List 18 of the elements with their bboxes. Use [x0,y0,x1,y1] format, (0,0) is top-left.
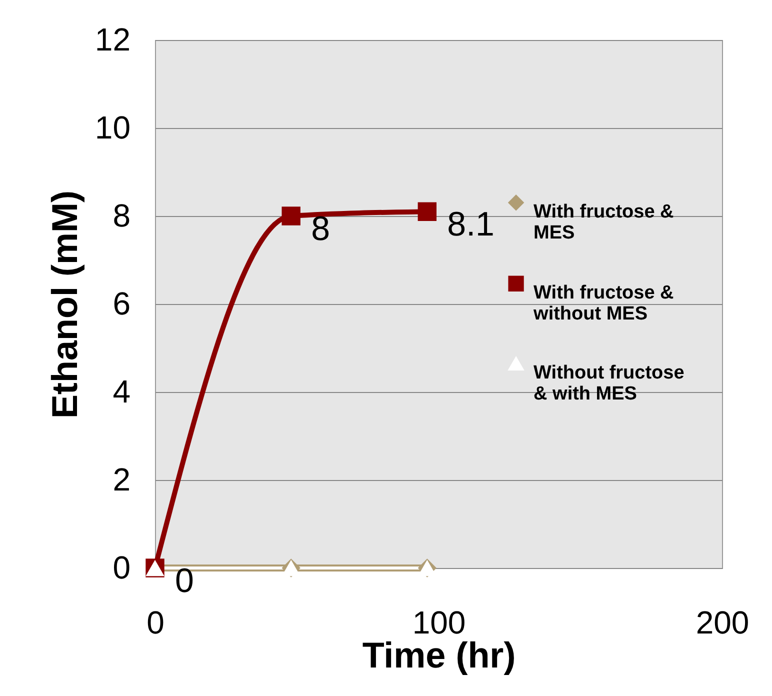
y-tick-label: 4 [112,374,130,410]
y-tick-label: 12 [94,22,130,58]
data-label: 8 [311,210,330,248]
y-tick-label: 0 [112,550,130,586]
data-label: 0 [175,562,194,600]
x-tick-label: 200 [696,604,750,640]
y-tick-label: 8 [112,198,130,234]
y-tick-label: 10 [94,110,130,146]
point [418,202,437,221]
y-tick-label: 6 [112,286,130,322]
x-tick-label: 0 [146,604,164,640]
legend-label: Without fructose & with MES [534,362,684,405]
y-axis-title: Ethanol (mM) [44,190,85,418]
legend-label: With fructose & MES [534,202,674,244]
y-tick-label: 2 [112,462,130,498]
point [282,206,300,226]
legend-label: With fructose & without MES [532,282,674,325]
data-label: 8.1 [447,206,494,244]
